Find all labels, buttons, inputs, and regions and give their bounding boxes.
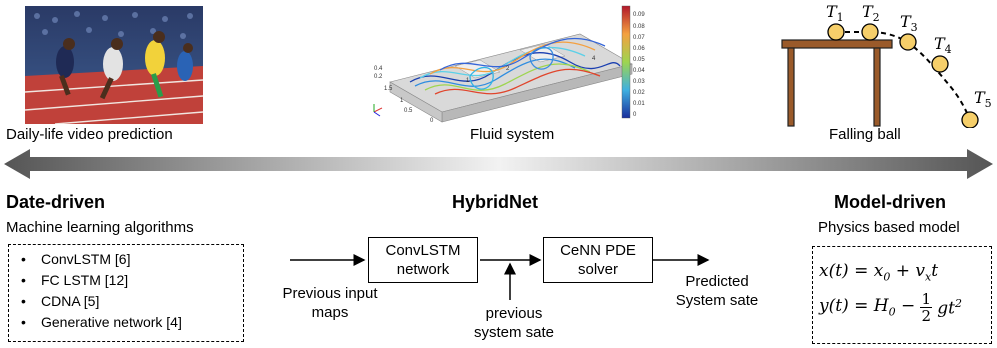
list-item: CDNA [5] bbox=[21, 291, 243, 312]
falling-ball-caption: Falling ball bbox=[829, 126, 901, 143]
data-driven-subheading: Machine learning algorithms bbox=[6, 219, 194, 236]
list-item: ConvLSTM [6] bbox=[21, 249, 243, 270]
colorbar-tick: 0.02 bbox=[633, 90, 645, 96]
svg-text:1: 1 bbox=[466, 78, 470, 84]
hybridnet-heading: HybridNet bbox=[452, 192, 539, 212]
svg-text:0.4: 0.4 bbox=[374, 66, 383, 72]
ball-label-t1: T1 bbox=[826, 2, 844, 25]
list-item: Generative network [4] bbox=[21, 312, 243, 333]
list-item: FC LSTM [12] bbox=[21, 270, 243, 291]
colorbar-tick: 0.01 bbox=[633, 101, 645, 107]
svg-text:1.5: 1.5 bbox=[384, 86, 393, 92]
colorbar-tick: 0.09 bbox=[633, 12, 645, 18]
svg-text:0.2: 0.2 bbox=[374, 74, 383, 80]
model-driven-subheading: Physics based model bbox=[818, 219, 960, 236]
svg-text:0.5: 0.5 bbox=[404, 108, 413, 114]
colorbar-tick: 0.07 bbox=[633, 35, 645, 41]
colorbar-tick: 0.04 bbox=[633, 68, 645, 74]
data-driven-heading: Date-driven bbox=[6, 192, 106, 212]
equation-x: x(t) = x0 + vxt bbox=[819, 261, 939, 284]
physics-equations-box: x(t) = x0 + vxt y(t) = H0 − 1 2 gt2 bbox=[812, 246, 992, 344]
ball-label-t5: T5 bbox=[974, 88, 992, 111]
colorbar-tick: 0.03 bbox=[633, 79, 645, 85]
convlstm-network-box: ConvLSTM network bbox=[368, 237, 478, 283]
colorbar-tick: 0.06 bbox=[633, 46, 645, 52]
video-prediction-image bbox=[24, 6, 204, 125]
ball-label-t4: T4 bbox=[934, 34, 952, 57]
colorbar-tick: 0.08 bbox=[633, 24, 645, 30]
predicted-system-state-label: Predicted System sate bbox=[675, 273, 759, 309]
fluid-system-caption: Fluid system bbox=[470, 126, 555, 143]
ml-algorithms-box: ConvLSTM [6] FC LSTM [12] CDNA [5] Gener… bbox=[8, 244, 244, 342]
previous-input-maps-label: Previous input maps bbox=[282, 285, 378, 321]
colorbar-tick: 0.05 bbox=[633, 57, 645, 63]
falling-ball-image: T1 T2 T3 T4 T5 bbox=[778, 0, 997, 129]
svg-text:0: 0 bbox=[430, 118, 434, 124]
spectrum-double-arrow bbox=[4, 149, 993, 179]
model-driven-heading: Model-driven bbox=[834, 192, 947, 212]
cenn-pde-solver-box: CeNN PDE solver bbox=[543, 237, 653, 283]
previous-system-state-label: previous system sate bbox=[473, 305, 555, 341]
hybridnet-flow-arrows bbox=[260, 220, 730, 340]
svg-text:2: 2 bbox=[506, 66, 510, 72]
video-prediction-caption: Daily-life video prediction bbox=[6, 126, 173, 143]
svg-text:4: 4 bbox=[592, 56, 596, 62]
ball-label-t3: T3 bbox=[900, 12, 918, 35]
svg-text:1: 1 bbox=[400, 98, 404, 104]
equation-y: y(t) = H0 − 1 2 gt2 bbox=[819, 290, 962, 325]
colorbar-tick: 0 bbox=[633, 112, 637, 118]
ball-label-t2: T2 bbox=[862, 2, 880, 25]
